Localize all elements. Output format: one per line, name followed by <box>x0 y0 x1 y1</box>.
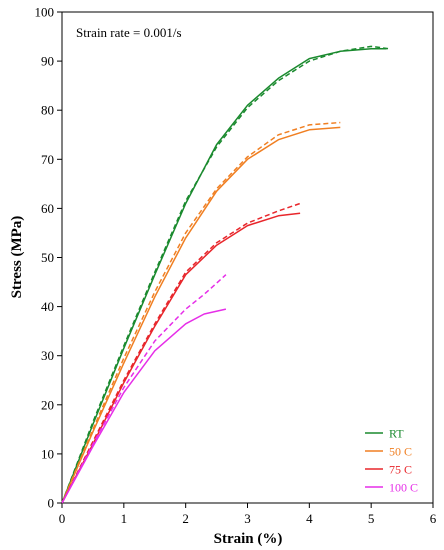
y-tick-label: 60 <box>41 201 54 216</box>
series-50-c-dashed-line <box>61 121 341 504</box>
y-tick-label: 90 <box>41 54 54 69</box>
x-tick-label: 4 <box>306 511 313 526</box>
y-tick-label: 80 <box>41 103 54 118</box>
y-tick-label: 0 <box>48 496 55 511</box>
legend: RT 50 C 75 C 100 C <box>365 427 418 495</box>
series-75-c-dashed-line <box>61 202 301 504</box>
x-axis-ticks: 0 1 2 3 4 5 6 <box>59 503 437 526</box>
series-rt-solid-line <box>61 48 387 504</box>
y-axis-title: Stress (MPa) <box>9 216 25 299</box>
strain-rate-annotation: Strain rate = 0.001/s <box>76 25 182 40</box>
x-tick-label: 1 <box>121 511 128 526</box>
series-layer <box>61 45 390 504</box>
x-axis-title: Strain (%) <box>214 531 283 547</box>
x-tick-label: 3 <box>244 511 251 526</box>
y-tick-label: 30 <box>41 348 54 363</box>
x-tick-label: 6 <box>430 511 437 526</box>
x-tick-label: 0 <box>59 511 66 526</box>
series-100-c-solid-line <box>61 308 227 504</box>
y-tick-label: 10 <box>41 446 54 461</box>
x-tick-label: 2 <box>182 511 189 526</box>
legend-label-50-c: 50 C <box>389 445 412 459</box>
series-50-c-solid-line <box>61 126 341 504</box>
y-axis-ticks: 0 10 20 30 40 50 60 70 80 90 100 <box>35 5 62 511</box>
series-75-c-solid-line <box>61 212 301 504</box>
x-tick-label: 5 <box>368 511 375 526</box>
y-tick-label: 40 <box>41 299 54 314</box>
y-tick-label: 20 <box>41 397 54 412</box>
y-tick-label: 70 <box>41 152 54 167</box>
legend-label-rt: RT <box>389 427 404 441</box>
y-tick-label: 50 <box>41 250 54 265</box>
y-tick-label: 100 <box>35 5 55 20</box>
legend-label-100-c: 100 C <box>389 481 418 495</box>
series-100-c-dashed-line <box>61 274 227 504</box>
legend-label-75-c: 75 C <box>389 463 412 477</box>
